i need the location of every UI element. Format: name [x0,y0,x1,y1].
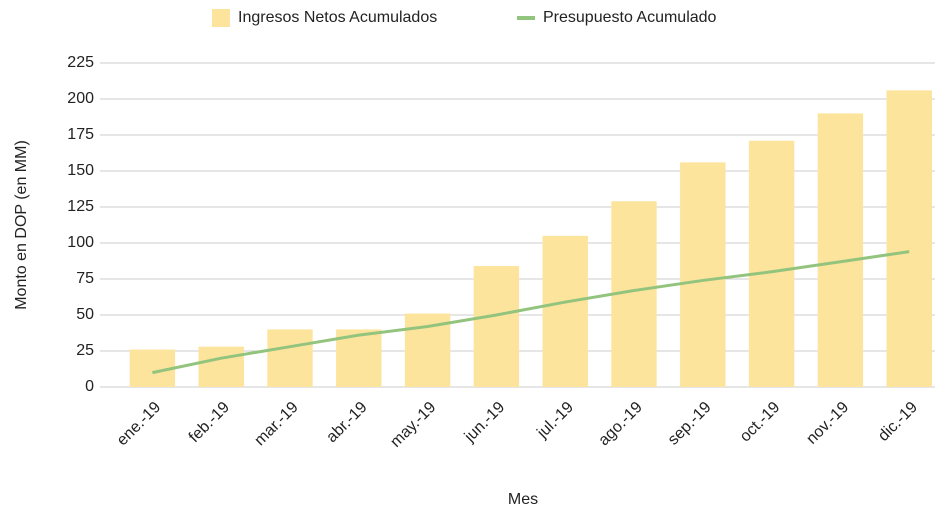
y-tick-label: 200 [67,90,94,107]
y-tick-label: 75 [76,270,94,287]
y-tick-label: 0 [85,378,94,395]
bar [817,113,864,388]
y-tick-label: 225 [67,54,94,71]
legend-swatch [212,9,230,27]
bar [886,90,932,388]
x-tick-label: mar.-19 [251,399,301,449]
x-tick-label: ago.-19 [595,399,645,449]
x-tick-label: ene.-19 [114,399,164,449]
x-axis-label: Mes [508,491,538,508]
x-tick-label: jul.-19 [533,399,577,443]
bar [198,346,244,387]
x-tick-label: dic.-19 [875,399,921,445]
legend-label: Ingresos Netos Acumulados [238,9,437,26]
y-tick-label: 175 [67,126,94,143]
x-tick-label: may.-19 [387,399,439,451]
bar [542,235,588,387]
bar [267,329,313,387]
bar [748,140,795,387]
x-tick-label: nov.-19 [803,399,852,448]
x-tick-label: oct.-19 [737,399,784,446]
y-tick-label: 50 [76,306,94,323]
bar [473,266,520,387]
y-tick-label: 125 [67,198,94,215]
y-tick-label: 100 [67,234,94,251]
y-tick-label: 150 [67,162,94,179]
x-tick-label: feb.-19 [186,399,233,446]
line [152,250,910,375]
bar [680,162,726,387]
y-tick-label: 25 [76,342,94,359]
x-tick-label: jun.-19 [461,399,508,446]
x-tick-label: sep.-19 [665,399,715,449]
y-axis-label: Monto en DOP (en MM) [13,140,30,310]
legend-label: Presupuesto Acumulado [543,9,717,26]
x-tick-label: abr.-19 [323,399,370,446]
